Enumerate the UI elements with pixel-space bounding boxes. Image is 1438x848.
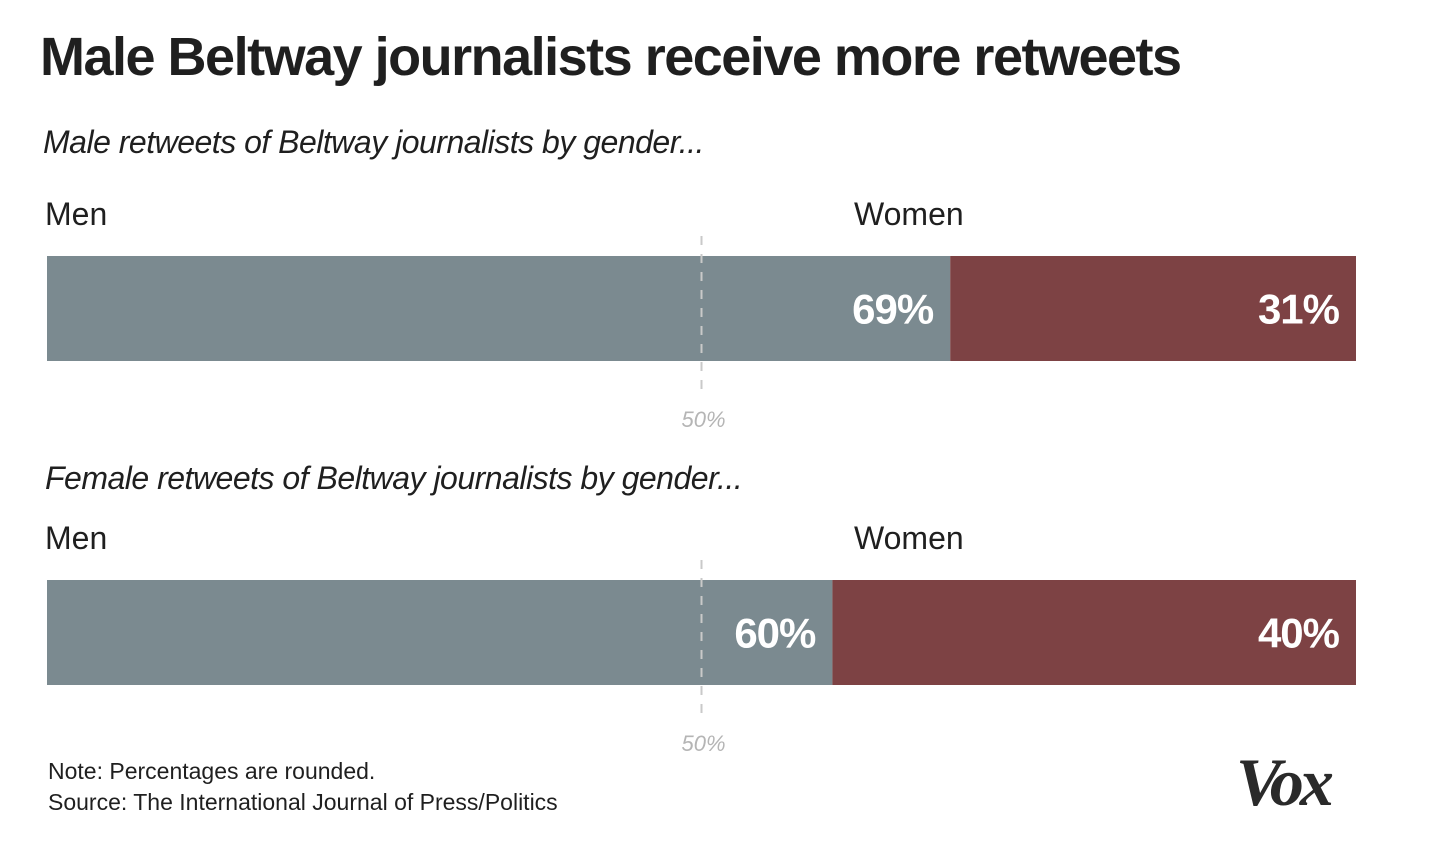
chart-1-bar-men [47,256,951,361]
chart-1-bar-women [950,256,1356,361]
chart-2-value-label-women: 40% [1258,610,1340,657]
chart-1-value-label-men: 69% [852,286,934,333]
chart-1-women-label: Women [854,196,964,232]
footnote: Note: Percentages are rounded. [48,758,376,784]
chart-1-subtitle: Male retweets of Beltway journalists by … [43,124,704,160]
chart-1-value-label-women: 31% [1258,286,1340,333]
chart-2-women-label: Women [854,520,964,556]
chart-2-reference-label: 50% [681,731,725,756]
chart-1-reference-label: 50% [681,407,725,432]
chart-2-subtitle: Female retweets of Beltway journalists b… [45,460,743,496]
chart-2-bar-women [832,580,1356,685]
chart-2-value-label-men: 60% [734,610,816,657]
vox-logo: Vox [1236,744,1334,820]
chart-1-men-label: Men [45,196,108,232]
chart-title: Male Beltway journalists receive more re… [40,27,1182,87]
chart-2-men-label: Men [45,520,108,556]
source-note: Source: The International Journal of Pre… [48,789,558,815]
chart-2-bar-men [47,580,833,685]
